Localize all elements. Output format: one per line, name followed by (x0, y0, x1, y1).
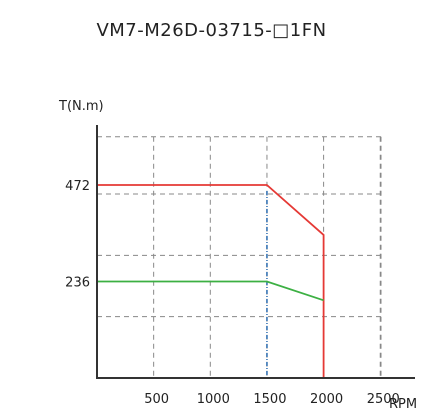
x-tick-label: 1000 (197, 392, 230, 407)
chart-marks (97, 184, 325, 378)
chart-title: VM7-M26D-03715-□1FN (96, 20, 327, 41)
grid-lines (97, 136, 382, 378)
chart-axes (96, 125, 415, 379)
series-line-peak (97, 184, 325, 378)
x-tick-label: 500 (144, 392, 169, 407)
x-tick-label: 1500 (253, 392, 286, 407)
y-tick-label: 472 (65, 179, 90, 194)
x-tick-label: 2500 (367, 392, 400, 407)
series-line-rated (97, 280, 324, 302)
x-tick-label: 2000 (310, 392, 343, 407)
y-tick-label: 236 (65, 275, 90, 290)
x-axis-label: RPM (389, 397, 417, 412)
y-axis-label: T(N.m) (59, 99, 104, 114)
